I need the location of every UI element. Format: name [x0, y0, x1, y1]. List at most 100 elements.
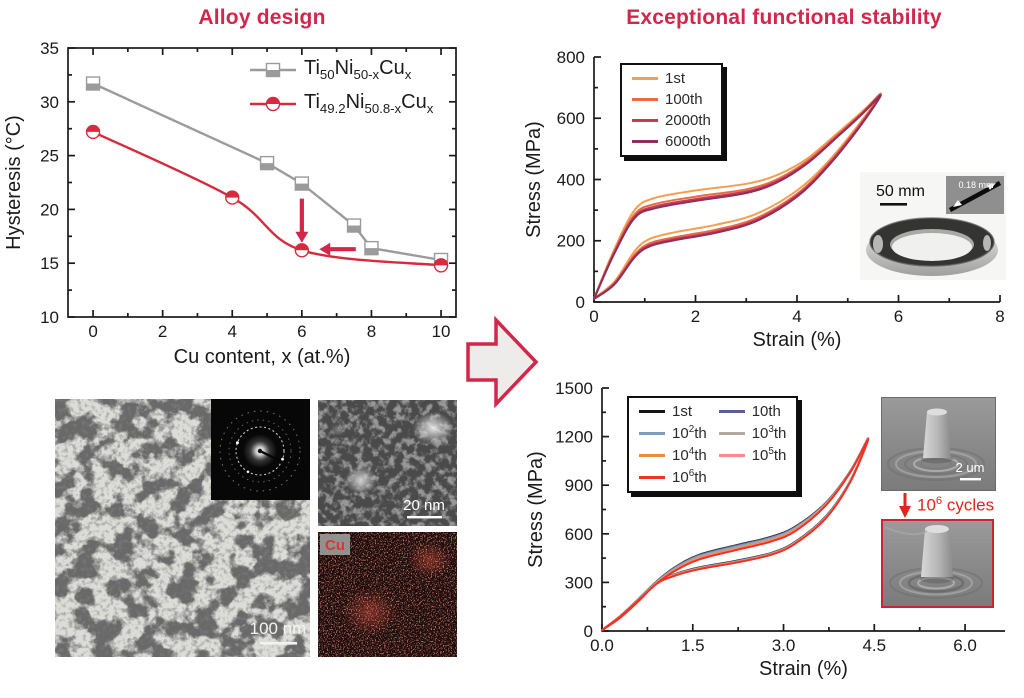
- legend-line-swatch: [632, 119, 658, 122]
- y-tick-label: 300: [565, 573, 593, 592]
- down-arrow-icon: [899, 493, 911, 518]
- wire-crosssection-subinset: 0.18 mm: [946, 176, 1004, 214]
- axes: [67, 47, 457, 318]
- section-title-alloy-design: Alloy design: [198, 6, 326, 29]
- legend-label: 102th: [672, 424, 707, 442]
- y-axis-title: Hysteresis (°C): [3, 115, 25, 250]
- legend-label: 105th: [751, 446, 787, 464]
- series-6000th: [593, 94, 882, 300]
- cu-label-chip: [320, 534, 350, 555]
- legend-line-swatch: [718, 431, 745, 435]
- legend-line-swatch: [632, 98, 658, 101]
- legend-line-swatch: [718, 410, 745, 413]
- eds-cu-map-image: Cu: [318, 532, 457, 657]
- flow-arrow-icon: [466, 315, 539, 409]
- y-tick-label: 25: [40, 147, 59, 166]
- pillar-chart-legend: 1st 10th 102th 103th 104th 105th 106th: [627, 396, 799, 493]
- series-10^6th: [601, 438, 870, 632]
- legend-entry-Ti50Ni50-xCux: Ti50Ni50-xCux: [249, 57, 433, 82]
- x-axis-title: Strain (%): [759, 658, 848, 680]
- micropillar: [921, 529, 953, 577]
- series-Ti49.2Ni50.8-xCux: [92, 130, 442, 267]
- y-tick-label: 30: [40, 93, 59, 112]
- y-tick-label: 400: [557, 170, 585, 189]
- legend-label: 10th: [751, 403, 781, 420]
- cycles-caption: 106 cycles: [898, 491, 994, 519]
- cycles-count-label: 106 cycles: [917, 494, 995, 515]
- wire-photo-inset: 50 mm 0.18 mm: [860, 172, 1006, 280]
- legend-entry-10^6th: 106th: [639, 468, 707, 486]
- x-axis-title: Cu content, x (at.%): [174, 346, 351, 368]
- y-tick-label: 0: [576, 293, 585, 312]
- legend-label: 1st: [672, 403, 693, 420]
- legend-label: 106th: [672, 468, 707, 486]
- legend-label: 103th: [751, 424, 787, 442]
- data-marker: [294, 176, 310, 191]
- micropillar: [923, 412, 951, 458]
- dark-field-scale-label: 20 nm: [403, 497, 445, 514]
- legend-entry-1st: 1st: [632, 70, 711, 87]
- x-tick-label: 2: [158, 322, 167, 341]
- legend-entry-1st: 1st: [639, 403, 707, 420]
- pillar-sem-after-image: [881, 519, 994, 608]
- series-Ti50Ni50-xCux: [92, 82, 442, 262]
- x-axis-title: Strain (%): [753, 329, 842, 351]
- y-tick-label: 600: [565, 525, 593, 544]
- x-tick-label: 0: [589, 307, 598, 326]
- legend-entry-10th: 10th: [718, 403, 787, 420]
- x-tick-label: 4: [792, 307, 801, 326]
- y-tick-label: 1200: [555, 428, 593, 447]
- data-marker: [364, 240, 379, 256]
- x-tick-label: 8: [367, 322, 376, 341]
- legend-entry-6000th: 6000th: [632, 133, 711, 150]
- legend-line-swatch: [718, 453, 745, 457]
- x-tick-label: 8: [995, 307, 1004, 326]
- data-marker: [294, 243, 310, 258]
- x-tick-label: 4: [228, 322, 237, 341]
- data-marker: [85, 76, 101, 91]
- data-marker: [346, 218, 362, 233]
- y-tick-label: 1500: [555, 379, 593, 398]
- legend-entry-10^3th: 103th: [718, 424, 787, 442]
- x-tick-label: 0: [88, 322, 97, 341]
- pillar-sem-before-image: 2 um: [881, 397, 996, 491]
- hysteresis-vs-cu-chart: 0 2 4 6 8 10 10 15 20 25 30 35 Cu content, x (at.%) H…: [3, 39, 457, 368]
- y-tick-label: 20: [40, 200, 59, 219]
- legend-label: 1st: [665, 70, 686, 87]
- y-axis-title: Stress (MPa): [525, 451, 547, 568]
- legend-entry-Ti49.2Ni50.8-xCux: Ti49.2Ni50.8-xCux: [249, 91, 433, 116]
- y-tick-label: 800: [557, 48, 585, 67]
- legend-line-swatch: [632, 77, 658, 80]
- diffraction-pattern-inset: [211, 399, 310, 500]
- legend-label: 2000th: [665, 112, 711, 129]
- legend-line-swatch: [639, 431, 665, 435]
- x-tick-label: 6: [894, 307, 903, 326]
- x-tick-label: 1.5: [681, 636, 705, 655]
- y-tick-label: 200: [557, 232, 585, 251]
- section-title-functional-stability: Exceptional functional stability: [626, 6, 942, 29]
- pillar-scale-bar: [960, 478, 981, 481]
- tem-bright-field-image: 100 nm: [55, 399, 310, 657]
- x-tick-label: 6: [297, 322, 306, 341]
- precipitate-blob: [345, 466, 377, 494]
- y-tick-label: 900: [565, 476, 593, 495]
- legend-line-swatch: [639, 453, 665, 457]
- x-tick-label: 6.0: [953, 636, 977, 655]
- tem-scale-label: 100 nm: [250, 619, 307, 638]
- y-tick-label: 10: [40, 308, 59, 327]
- legend-line-swatch: [639, 410, 665, 413]
- wire-stress-strain-chart: 0 2 4 6 8 0 200 400 600 800 Strain (%) Stress (MPa): [523, 48, 1005, 351]
- wire-diameter-label: 0.18 mm: [958, 180, 993, 190]
- legend-line-swatch: [632, 140, 658, 143]
- legend-line-swatch: [639, 475, 665, 479]
- legend-label: 100th: [665, 91, 703, 108]
- legend-entry-10^4th: 104th: [639, 446, 707, 464]
- data-marker: [225, 190, 240, 205]
- dark-field-scale-bar: [407, 516, 442, 519]
- wire-chart-legend: 1st 100th 2000th 6000th: [620, 63, 723, 157]
- legend-entry-10^2th: 102th: [639, 424, 707, 442]
- tem-dark-field-image: 20 nm: [318, 400, 457, 526]
- precipitate-blob: [413, 412, 453, 444]
- x-tick-label: 10: [432, 322, 451, 341]
